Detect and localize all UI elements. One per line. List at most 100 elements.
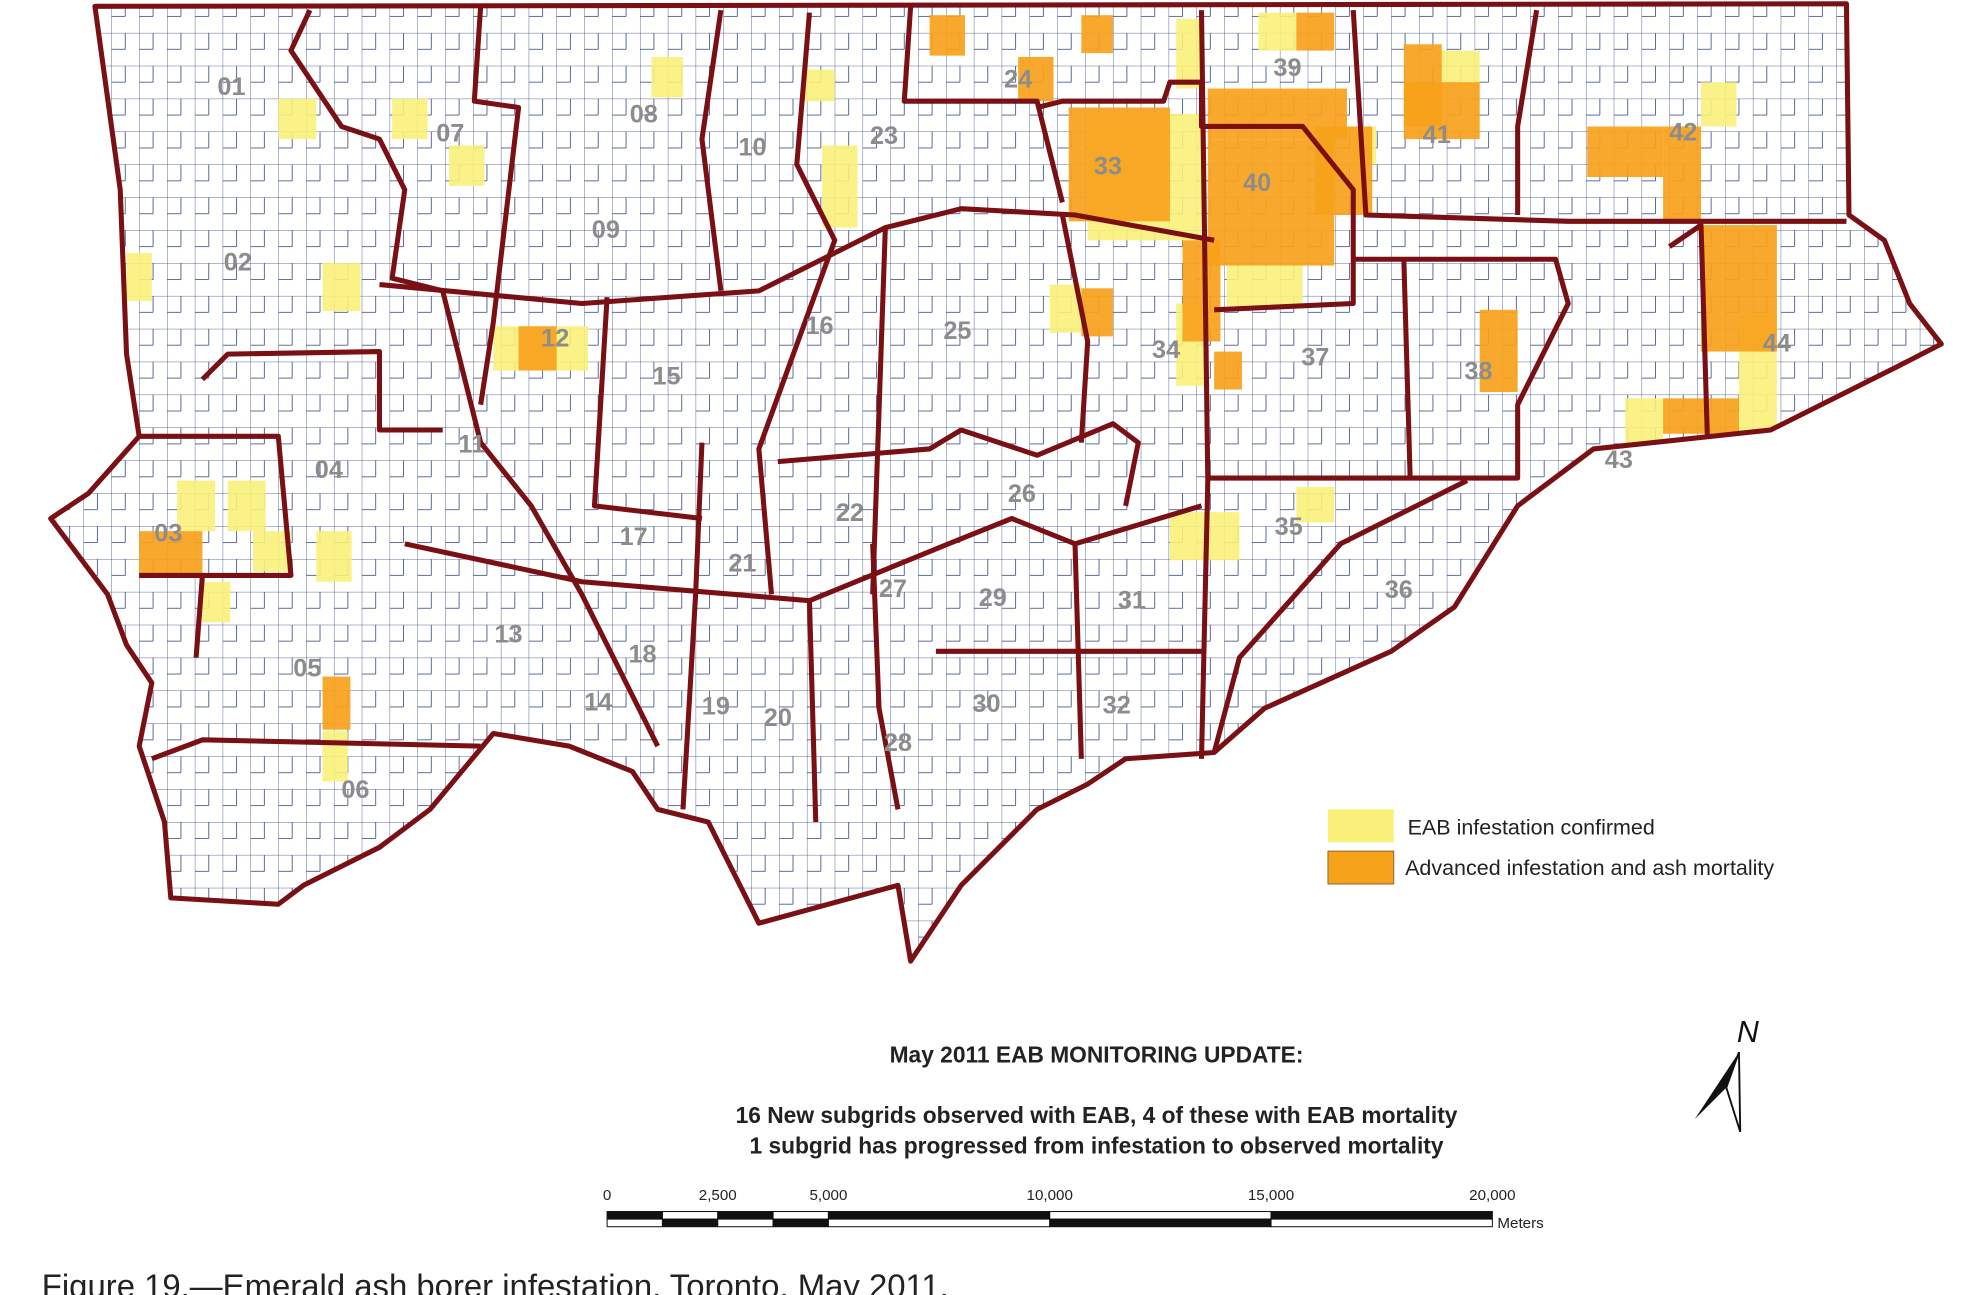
district-boundary bbox=[777, 421, 1141, 507]
district-labels: 01 02 03 04 05 06 07 08 09 10 11 12 13 14 15 16 17 18 19 20… bbox=[154, 54, 1791, 804]
scale-segment bbox=[1049, 1211, 1272, 1220]
patch-advanced bbox=[1403, 82, 1480, 140]
patch-confirmed bbox=[177, 480, 216, 532]
scale-segment bbox=[661, 1211, 719, 1220]
patch-confirmed bbox=[1296, 486, 1335, 523]
district-boundary bbox=[288, 9, 660, 748]
district-label: 31 bbox=[1118, 586, 1146, 614]
district-label: 27 bbox=[879, 575, 907, 603]
district-boundary bbox=[1059, 214, 1091, 443]
district-boundary bbox=[591, 297, 703, 522]
district-label: 23 bbox=[870, 122, 898, 150]
district-label: 14 bbox=[584, 689, 612, 717]
scale-tick-label: 15,000 bbox=[1248, 1187, 1294, 1204]
district-label: 07 bbox=[436, 120, 464, 148]
figure-caption: Figure 19.—Emerald ash borer infestation… bbox=[42, 1268, 949, 1295]
patch-confirmed bbox=[1226, 265, 1303, 307]
scale-tick-label: 0 bbox=[603, 1187, 611, 1204]
district-boundary bbox=[139, 433, 294, 578]
district-label: 03 bbox=[154, 519, 182, 547]
district-label: 19 bbox=[702, 693, 730, 721]
district-boundaries bbox=[51, 4, 1942, 961]
patch-confirmed bbox=[803, 69, 835, 102]
district-label: 38 bbox=[1464, 357, 1492, 385]
scale-tick-label: 2,500 bbox=[699, 1187, 737, 1204]
scale-tick-label: 20,000 bbox=[1469, 1187, 1515, 1204]
district-label: 28 bbox=[884, 729, 912, 757]
scale-segment bbox=[772, 1218, 829, 1228]
patch-advanced bbox=[1081, 15, 1113, 54]
patch-confirmed bbox=[1625, 398, 1664, 443]
district-label: 05 bbox=[293, 655, 321, 683]
district-label: 24 bbox=[1004, 65, 1032, 93]
patch-confirmed bbox=[278, 98, 317, 140]
district-label: 21 bbox=[728, 550, 756, 578]
district-label: 11 bbox=[458, 431, 485, 459]
patch-confirmed bbox=[202, 581, 231, 623]
north-label: N bbox=[1737, 1016, 1759, 1049]
district-label: 32 bbox=[1103, 691, 1131, 719]
district-label: 17 bbox=[620, 523, 648, 551]
scale-tick-label: 5,000 bbox=[809, 1187, 847, 1204]
patch-advanced bbox=[1663, 126, 1702, 222]
district-label: 06 bbox=[341, 776, 369, 804]
district-label: 15 bbox=[652, 362, 680, 390]
patch-advanced bbox=[1479, 309, 1518, 393]
district-boundary bbox=[1207, 256, 1571, 481]
district-label: 42 bbox=[1669, 118, 1697, 146]
scale-bar: 0 2,500 5,000 10,000 15,000 20,000 Meters bbox=[603, 1187, 1544, 1232]
scale-segment bbox=[606, 1211, 663, 1220]
scale-segment bbox=[1270, 1218, 1493, 1228]
district-label: 18 bbox=[628, 641, 656, 669]
district-label: 43 bbox=[1605, 446, 1633, 474]
patch-advanced bbox=[322, 676, 351, 730]
district-boundary bbox=[806, 600, 819, 823]
scale-unit: Meters bbox=[1497, 1215, 1544, 1232]
district-label: 04 bbox=[315, 456, 343, 484]
north-arrow-outline bbox=[1725, 1051, 1742, 1133]
district-boundary bbox=[150, 737, 481, 762]
district-boundary bbox=[1211, 478, 1469, 754]
infestation-patches bbox=[126, 12, 1777, 782]
district-label: 29 bbox=[979, 584, 1007, 612]
patch-advanced bbox=[1701, 225, 1777, 352]
scale-segment bbox=[717, 1218, 774, 1228]
district-label: 26 bbox=[1008, 480, 1036, 508]
patch-advanced bbox=[1068, 107, 1170, 222]
patch-advanced bbox=[1018, 56, 1054, 102]
legend-label-advanced: Advanced infestation and ash mortality bbox=[1405, 856, 1774, 880]
district-label: 33 bbox=[1094, 153, 1122, 181]
legend: EAB infestation confirmed Advanced infes… bbox=[1327, 809, 1774, 885]
scale-segment bbox=[827, 1218, 1051, 1228]
district-boundary bbox=[699, 9, 724, 292]
patch-confirmed bbox=[227, 480, 266, 532]
scale-tick-label: 10,000 bbox=[1027, 1187, 1073, 1204]
district-label: 34 bbox=[1152, 336, 1180, 364]
district-label: 22 bbox=[836, 499, 864, 527]
legend-swatch-confirmed bbox=[1327, 809, 1394, 843]
district-boundary bbox=[200, 349, 443, 433]
district-boundary bbox=[471, 6, 522, 406]
district-label: 20 bbox=[764, 704, 792, 732]
patch-confirmed bbox=[392, 98, 428, 140]
district-label: 35 bbox=[1275, 513, 1303, 541]
district-label: 41 bbox=[1423, 121, 1451, 149]
patch-advanced bbox=[1207, 139, 1335, 266]
district-boundary bbox=[680, 442, 705, 810]
map: 01 02 03 04 05 06 07 08 09 10 11 12 13 14 15 16 17 18 19 20… bbox=[0, 0, 1973, 986]
patch-confirmed bbox=[253, 531, 291, 572]
scale-segment bbox=[661, 1218, 719, 1228]
legend-label-confirmed: EAB infestation confirmed bbox=[1408, 816, 1655, 840]
district-label: 10 bbox=[738, 134, 766, 162]
patch-advanced bbox=[1214, 351, 1242, 390]
update-line-1: 16 New subgrids observed with EAB, 4 of … bbox=[736, 1102, 1458, 1128]
scale-segment bbox=[1270, 1211, 1493, 1220]
scale-segment bbox=[606, 1218, 663, 1228]
district-label: 30 bbox=[972, 690, 1000, 718]
patch-confirmed bbox=[651, 56, 683, 98]
scale-segment bbox=[827, 1211, 1051, 1220]
district-label: 08 bbox=[630, 101, 658, 129]
district-boundary bbox=[1515, 9, 1540, 215]
district-label: 25 bbox=[943, 317, 971, 345]
district-boundary bbox=[1350, 9, 1847, 224]
